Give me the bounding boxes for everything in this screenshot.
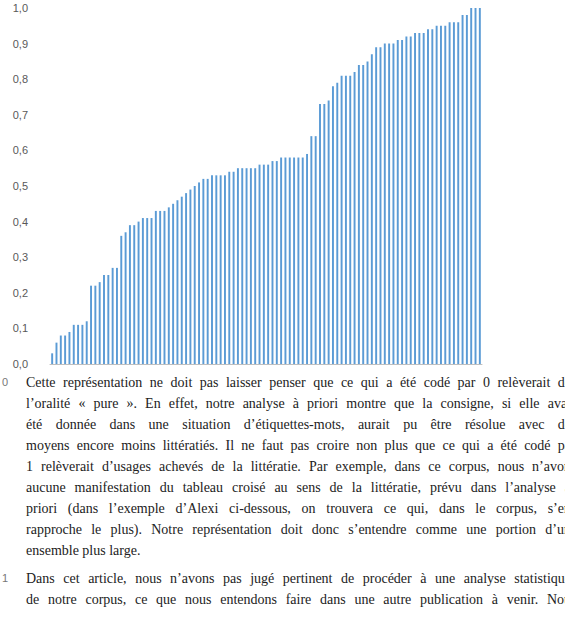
svg-text:0,2: 0,2 [13, 287, 28, 299]
svg-text:0,7: 0,7 [13, 109, 28, 121]
svg-text:0,1: 0,1 [13, 322, 28, 334]
html-text:1: 1 [2, 572, 9, 584]
html-text:ensemble plus large.: ensemble plus large. [26, 543, 141, 558]
svg-text:0,6: 0,6 [13, 144, 28, 156]
svg-text:0,8: 0,8 [13, 73, 28, 85]
svg-text:1,0: 1,0 [13, 2, 28, 14]
svg-text:0,3: 0,3 [13, 251, 28, 263]
svg-text:0,0: 0,0 [13, 358, 28, 370]
svg-text:0,4: 0,4 [13, 216, 28, 228]
svg-text:0,9: 0,9 [13, 38, 28, 50]
html-text:0: 0 [2, 376, 9, 388]
svg-text:0,5: 0,5 [13, 180, 28, 192]
